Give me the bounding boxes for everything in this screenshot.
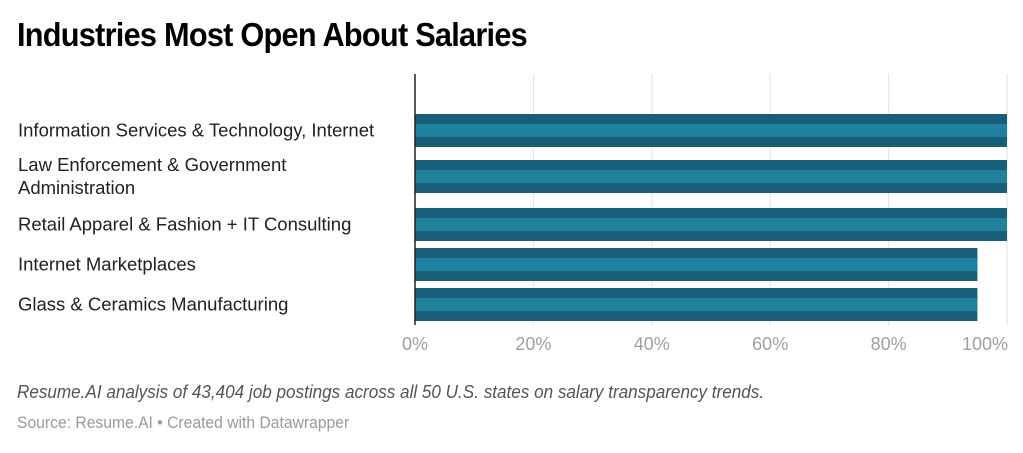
bars	[415, 114, 1007, 321]
category-label: Retail Apparel & Fashion + IT Consulting	[18, 214, 351, 235]
x-tick-label: 80%	[871, 334, 907, 354]
chart-source: Source: Resume.AI • Created with Datawra…	[17, 414, 350, 432]
category-labels: Information Services & Technology, Inter…	[18, 120, 374, 315]
x-tick-label: 20%	[515, 334, 551, 354]
chart-description: Resume.AI analysis of 43,404 job posting…	[17, 382, 765, 402]
category-label-line: Internet Marketplaces	[18, 254, 196, 275]
gridlines	[532, 74, 1008, 325]
bar	[415, 288, 978, 321]
bar-stripe	[415, 258, 978, 271]
x-tick-label: 40%	[634, 334, 670, 354]
bar-stripe	[415, 298, 978, 311]
category-label-line: Law Enforcement & Government	[18, 154, 286, 175]
bar	[415, 160, 1007, 193]
category-label-line: Information Services & Technology, Inter…	[18, 120, 374, 141]
category-label-line: Glass & Ceramics Manufacturing	[18, 294, 288, 315]
x-tick-label: 60%	[752, 334, 788, 354]
category-label: Information Services & Technology, Inter…	[18, 120, 374, 141]
chart-title: Industries Most Open About Salaries	[17, 16, 528, 53]
bar-stripe	[415, 170, 1007, 183]
category-label: Internet Marketplaces	[18, 254, 196, 275]
category-label-line: Administration	[18, 177, 135, 198]
x-tick-label: 0%	[402, 334, 428, 354]
category-label-line: Retail Apparel & Fashion + IT Consulting	[18, 214, 351, 235]
x-tick-labels: 0% 20% 40% 60% 80% 100%	[402, 334, 1008, 354]
category-label: Law Enforcement & Government Administrati…	[18, 154, 286, 198]
bar-stripe	[415, 218, 1007, 231]
bar	[415, 114, 1007, 147]
x-tick-label: 100%	[962, 334, 1008, 354]
category-label: Glass & Ceramics Manufacturing	[18, 294, 288, 315]
bar-stripe	[415, 124, 1007, 137]
bar	[415, 208, 1007, 241]
bar	[415, 248, 978, 281]
